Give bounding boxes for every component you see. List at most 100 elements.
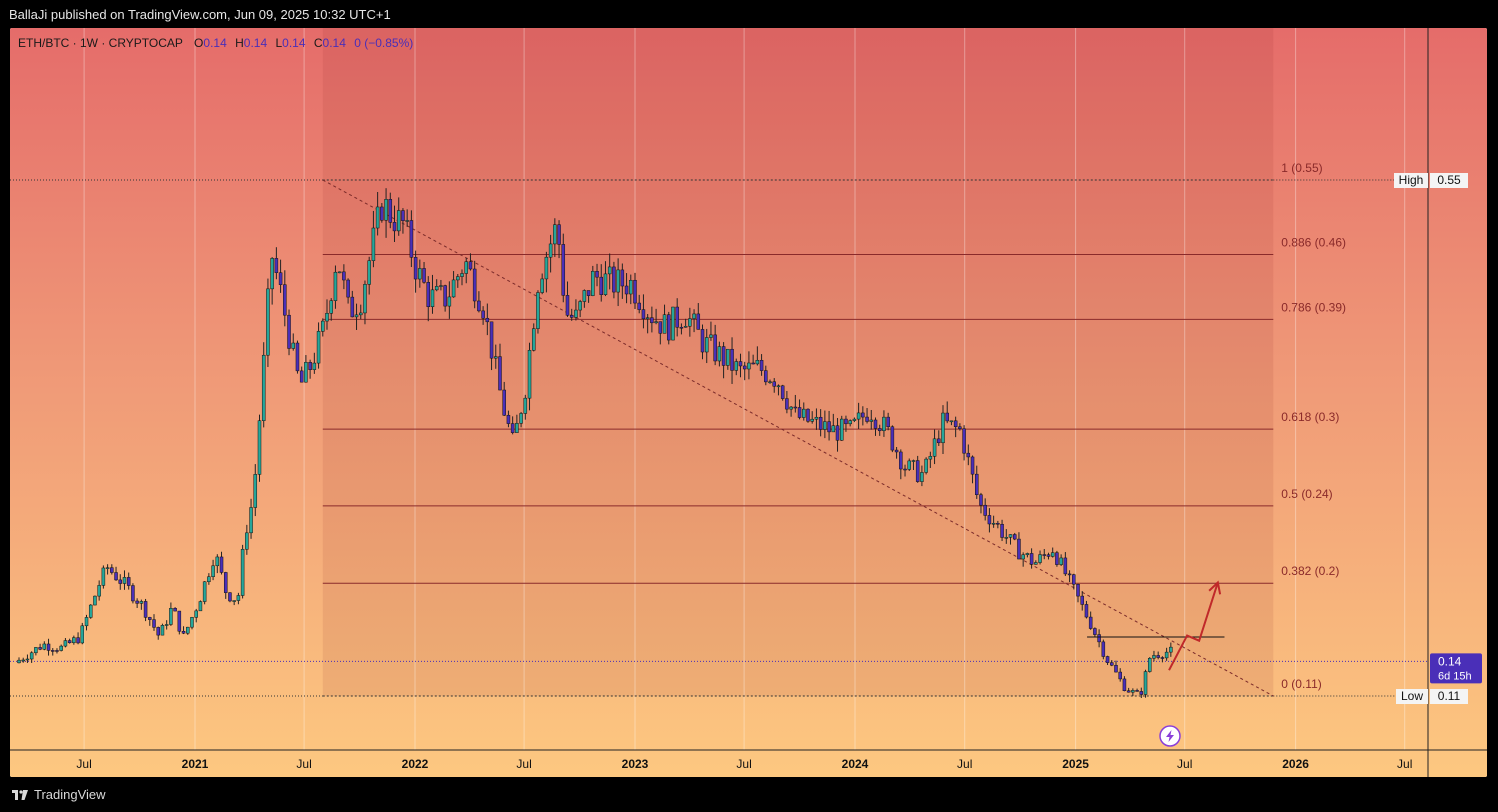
candle-body: [616, 269, 620, 293]
candle-body: [839, 418, 844, 441]
candle-body: [747, 362, 751, 370]
candle-body: [443, 285, 447, 307]
fib-levels: 1 (0.55) 0.886 (0.46) 0.786 (0.39) 0.618 (0…: [10, 161, 1428, 697]
candle-body: [932, 438, 937, 457]
candle-body: [1042, 554, 1047, 556]
x-tick-label: 2024: [842, 757, 869, 771]
candle-body: [679, 326, 684, 329]
candle-body: [776, 385, 781, 388]
candle-body: [569, 315, 574, 318]
candle-body: [434, 286, 439, 291]
candle-body: [523, 397, 528, 414]
candle-body: [1139, 691, 1144, 695]
candle-body: [1038, 554, 1042, 563]
x-tick-label: 2023: [622, 757, 649, 771]
candle-body: [375, 206, 380, 229]
candle-body: [51, 650, 55, 652]
fib-level-label: 0.5 (0.24): [1281, 487, 1332, 501]
bolt-icon[interactable]: [1159, 725, 1181, 747]
candle-body: [675, 306, 679, 328]
candle-body: [84, 617, 89, 627]
candle-body: [1080, 595, 1084, 605]
candle-body: [755, 360, 760, 365]
candle-body: [1152, 655, 1156, 659]
legend-c: 0.14: [323, 36, 347, 50]
candle-body: [873, 419, 878, 429]
candle-body: [1076, 583, 1080, 597]
footer: TradingView: [12, 787, 106, 802]
candle-body: [261, 354, 266, 421]
candle-body: [287, 314, 291, 349]
candle-body: [793, 406, 798, 409]
candle-body: [877, 428, 882, 432]
candle-body: [126, 577, 131, 586]
low-label-box: [1396, 689, 1428, 704]
fib-level-label: 0.382 (0.2): [1281, 564, 1339, 578]
candle-body: [1169, 646, 1173, 653]
high-label: High 0.55: [1394, 173, 1468, 188]
candle-body: [688, 318, 692, 327]
time-axis[interactable]: Jul 2021 Jul 2022 Jul 2023 Jul 2024 Jul 2025 Jul 20…: [76, 757, 1412, 771]
candle-body: [700, 329, 705, 353]
x-tick-label: Jul: [516, 757, 531, 771]
candle-body: [692, 313, 696, 319]
candle-body: [337, 271, 342, 274]
candle-body: [481, 310, 485, 319]
bar-countdown: 6d 15h: [1438, 670, 1472, 682]
fib-level-label: 0.886 (0.46): [1281, 235, 1346, 249]
candle-body: [1110, 662, 1114, 666]
candle-body: [768, 381, 772, 384]
candle-body: [63, 640, 68, 647]
candle-body: [624, 285, 629, 295]
price-chart[interactable]: 1 (0.55) 0.886 (0.46) 0.786 (0.39) 0.618 (0…: [10, 28, 1487, 777]
candle-body: [607, 266, 612, 275]
candle-body: [667, 314, 671, 341]
candle-body: [38, 647, 42, 650]
candle-body: [979, 494, 983, 506]
candle-body: [1025, 553, 1030, 556]
candle-body: [966, 452, 971, 458]
footer-brand: TradingView: [34, 787, 106, 802]
chart-frame[interactable]: 1 (0.55) 0.886 (0.46) 0.786 (0.39) 0.618 (0…: [10, 28, 1487, 777]
candle-body: [1008, 534, 1013, 538]
candle-body: [291, 342, 295, 349]
candle-body: [869, 419, 874, 422]
candle-body: [371, 227, 376, 261]
candle-body: [350, 296, 355, 318]
candle-body: [726, 348, 730, 366]
legend-h: 0.14: [244, 36, 268, 50]
candle-body: [1156, 655, 1160, 658]
candle-body: [1164, 651, 1169, 659]
candle-body: [1118, 671, 1122, 680]
candle-body: [401, 210, 405, 221]
high-label-text: High: [1399, 173, 1424, 187]
candle-body: [658, 321, 663, 334]
x-tick-label: 2025: [1062, 757, 1089, 771]
candle-body: [650, 317, 654, 324]
candle-body: [903, 468, 907, 471]
candle-body: [582, 290, 587, 302]
legend-o: 0.14: [203, 36, 227, 50]
x-tick-label: Jul: [296, 757, 311, 771]
candle-body: [139, 601, 144, 604]
candle-body: [342, 271, 346, 281]
price-axis[interactable]: [1428, 28, 1487, 750]
candle-body: [515, 423, 519, 433]
candle-body: [764, 370, 768, 383]
candle-body: [1160, 657, 1165, 659]
candle-body: [59, 645, 63, 651]
candle-body: [498, 356, 502, 391]
candle-body: [160, 625, 165, 636]
last-price-box: [1430, 653, 1482, 684]
projection-arrow[interactable]: [1168, 582, 1219, 671]
candle-body: [1088, 616, 1093, 629]
candle-body: [548, 243, 553, 258]
candle-body: [76, 637, 80, 644]
candle-body: [1072, 574, 1076, 585]
candle-body: [772, 381, 776, 387]
candle-body: [1029, 553, 1034, 565]
candle-body: [696, 313, 701, 330]
trendline: [322, 179, 1274, 697]
candle-body: [110, 567, 114, 573]
legend-l-label: L: [275, 36, 282, 50]
